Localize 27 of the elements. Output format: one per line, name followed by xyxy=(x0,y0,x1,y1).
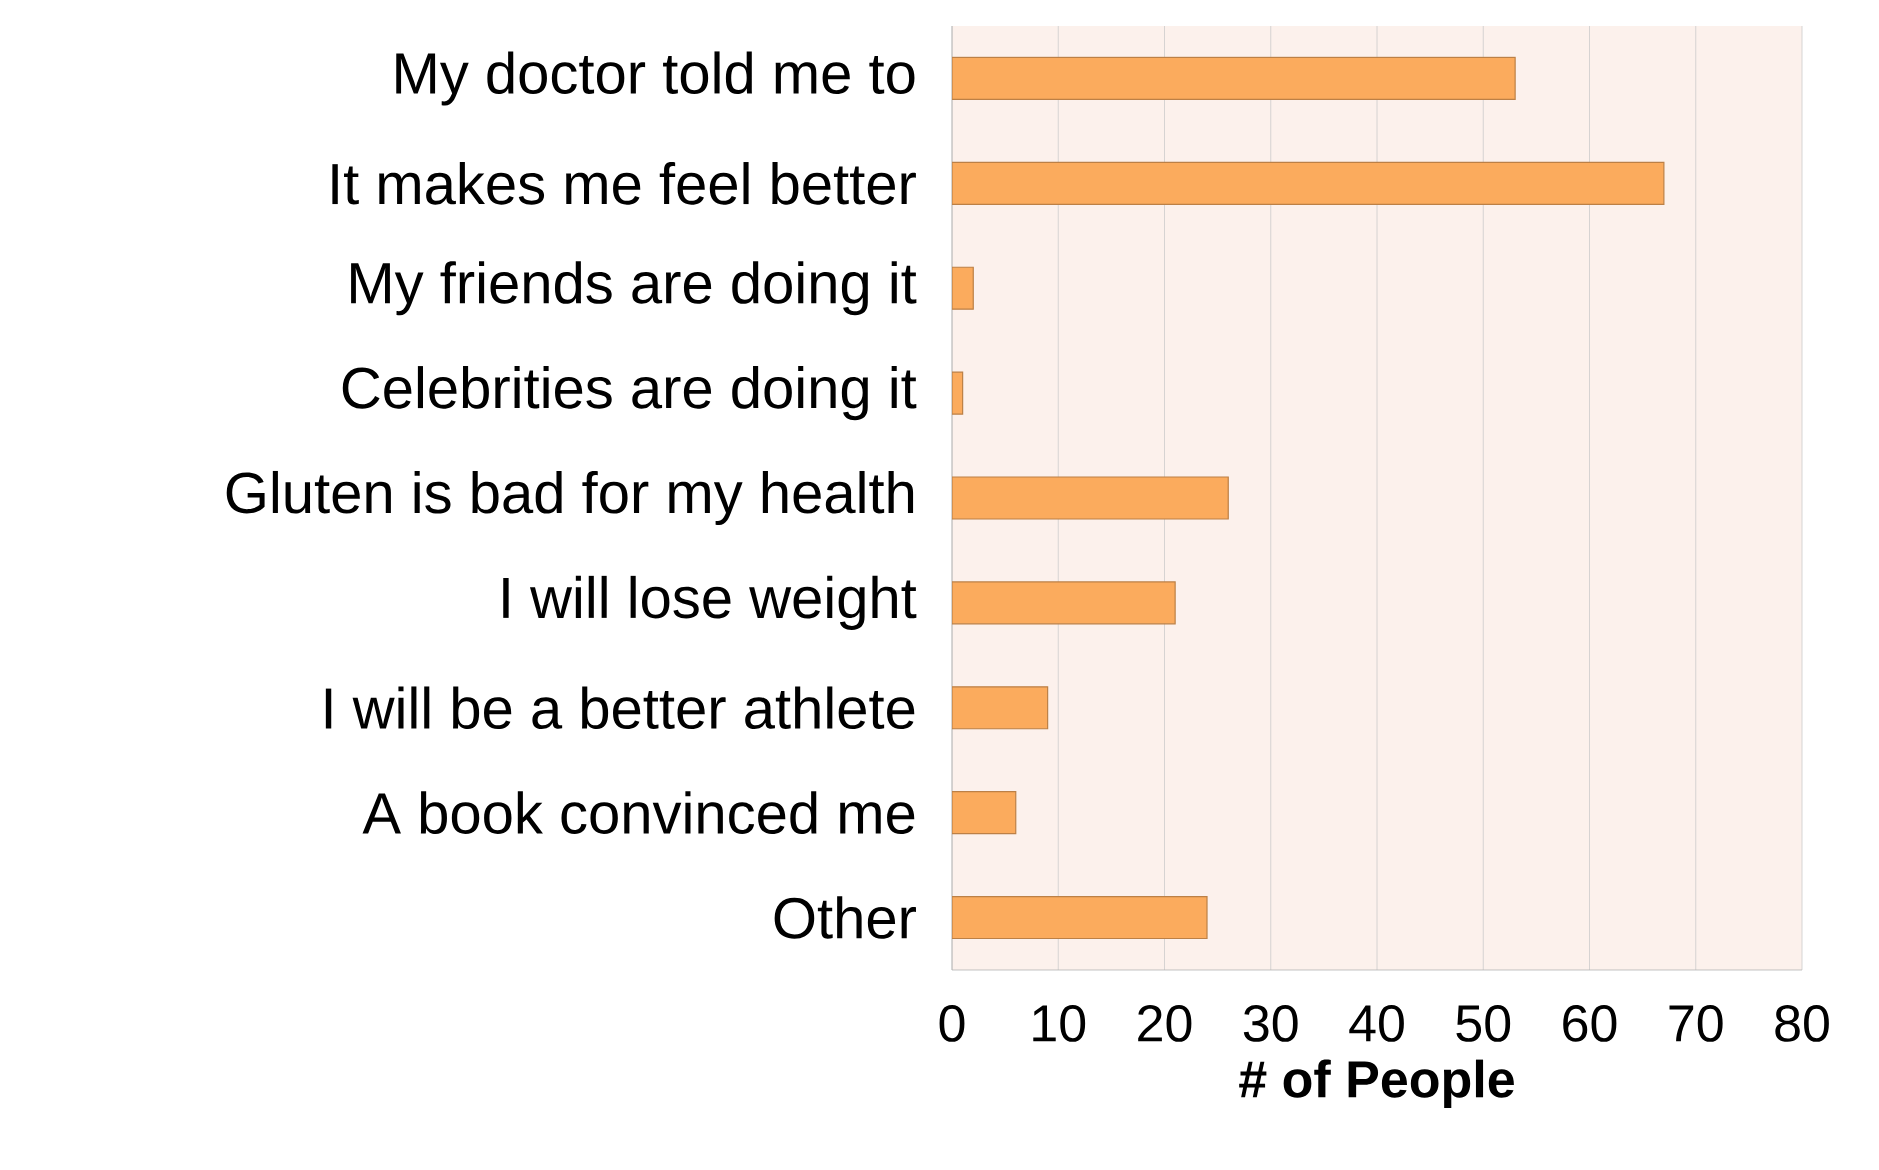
x-tick-label: 70 xyxy=(1669,1005,1723,1042)
y-tick-label: Other xyxy=(774,896,916,939)
bar xyxy=(952,895,1208,940)
x-tick-label: 40 xyxy=(1349,1005,1404,1042)
bar xyxy=(952,476,1229,520)
y-tick-label: It makes me feel better xyxy=(332,162,916,205)
y-tick-label: A book convinced me xyxy=(362,791,915,834)
x-tick-label: 30 xyxy=(1243,1005,1298,1042)
x-tick-label: 50 xyxy=(1456,1005,1511,1042)
bar xyxy=(952,56,1516,101)
x-tick-label: 80 xyxy=(1775,1005,1829,1042)
bar xyxy=(952,266,974,310)
x-axis-title: # of People xyxy=(1239,1059,1514,1109)
y-tick-label: My doctor told me to xyxy=(396,51,915,106)
y-tick-label: Celebrities are doing it xyxy=(342,366,917,421)
y-tick-label: I will be a better athlete xyxy=(325,686,915,730)
x-tick-label: 0 xyxy=(939,1005,965,1042)
bar xyxy=(952,686,1049,730)
y-tick-label: I will lose weight xyxy=(503,575,917,630)
bar xyxy=(952,581,1176,625)
bar xyxy=(952,161,1665,205)
x-tick-label: 20 xyxy=(1138,1005,1192,1042)
x-tick-label: 60 xyxy=(1563,1005,1617,1042)
y-tick-label: My friends are doing it xyxy=(351,261,917,316)
x-tick-label: 10 xyxy=(1033,1005,1086,1042)
y-tick-label: Gluten is bad for my health xyxy=(226,470,914,526)
bar xyxy=(952,791,1017,835)
